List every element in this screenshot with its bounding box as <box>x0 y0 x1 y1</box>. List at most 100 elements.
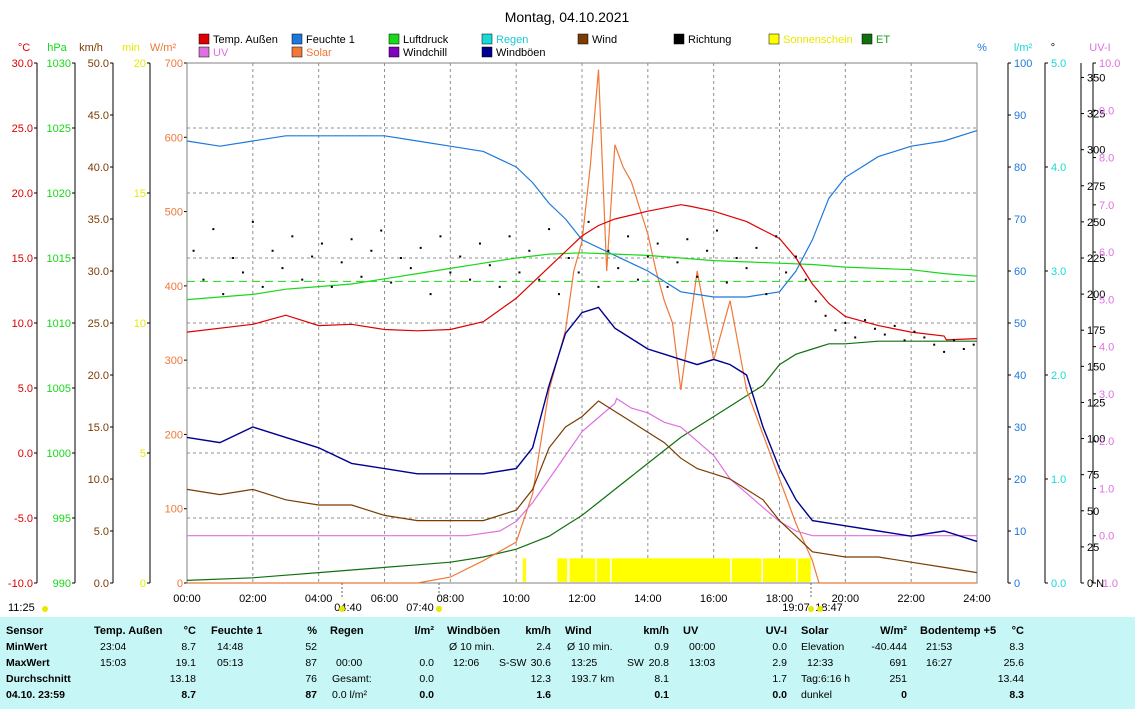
direction-point <box>222 293 225 296</box>
y-tick-label: 4.0 <box>1099 342 1114 354</box>
stats-feuchte-min-time: 14:48 <box>217 641 244 653</box>
stats-label-max: MaxWert <box>6 657 50 669</box>
stats-solar-state: dunkel <box>801 689 832 701</box>
stats-regen-column: Regen l/m² 00:00 0.0 Gesamt: 0.0 0.0 l/m… <box>326 617 438 709</box>
legend-swatch <box>291 46 303 58</box>
y-tick-label: 35.0 <box>88 214 109 226</box>
sunshine-block <box>797 558 811 582</box>
y-tick-label: 2.0 <box>1051 370 1066 382</box>
stats-wind-unit: km/h <box>643 625 669 637</box>
direction-point <box>715 229 718 232</box>
y-tick-label: 0.0 <box>94 578 109 590</box>
direction-point <box>567 257 570 259</box>
legend-label: UV <box>213 47 229 59</box>
y-tick-label: 350 <box>1087 72 1105 84</box>
direction-point <box>587 220 590 223</box>
stats-regen-day: 0.0 l/m² <box>332 689 368 701</box>
y-tick-label: 20 <box>1014 474 1026 486</box>
chart-grid <box>186 62 978 584</box>
stats-solar-max: 691 <box>889 657 907 669</box>
y-tick-label: -10.0 <box>8 578 33 590</box>
y-tick-label: 5.0 <box>18 383 33 395</box>
y-tick-label: 25.0 <box>12 123 33 135</box>
direction-point <box>666 285 669 288</box>
direction-point <box>330 285 333 288</box>
x-tick-label: 20:00 <box>832 593 860 605</box>
direction-point <box>696 275 699 278</box>
chart-axes: 00:00 02:00 04:00 06:00 08:00 10:00 12:00 14:00… <box>8 42 1121 605</box>
direction-point <box>686 238 689 241</box>
series-line-windb-en <box>186 306 978 543</box>
stats-boden-column: Bodentemp +5 °C 21:53 8.3 16:27 25.6 13.… <box>916 617 1028 709</box>
y-tick-label: 325 <box>1087 109 1105 121</box>
legend-swatch <box>577 33 589 45</box>
legend-swatch <box>768 33 780 45</box>
sunshine-block <box>522 558 527 582</box>
legend-swatch <box>481 33 493 45</box>
y-tick-label: 70 <box>1014 214 1026 226</box>
legend-label: Windböen <box>496 47 546 59</box>
y-tick-label: 600 <box>165 132 183 144</box>
series-line-uv <box>187 397 977 537</box>
stats-wind-avg10: 0.9 <box>654 641 669 653</box>
y-tick-label: 50.0 <box>88 58 109 70</box>
sunshine-block <box>611 558 731 582</box>
stats-regen-total-label: Gesamt: <box>332 673 372 685</box>
stats-boeen-avg: 12.3 <box>530 673 551 685</box>
stats-regen-current: 0.0 <box>419 689 434 701</box>
x-tick-label: 04:00 <box>305 593 333 605</box>
stats-sensor-header: Sensor <box>6 625 44 637</box>
direction-point <box>864 319 867 322</box>
y-tick-label: 5.0 <box>94 526 109 538</box>
stats-solar-elevation-label: Elevation <box>801 641 845 653</box>
direction-point <box>607 249 610 252</box>
y-tick-label: 30 <box>1014 422 1026 434</box>
y-tick-label: 25.0 <box>88 318 109 330</box>
direction-point <box>824 314 827 317</box>
y-tick-label: 10.0 <box>88 474 109 486</box>
legend-label: ET <box>876 34 890 46</box>
stats-wind-current: 0.1 <box>654 689 669 701</box>
stats-uv-header: UV <box>683 625 699 637</box>
direction-point <box>360 275 363 278</box>
stats-uv-min: 0.0 <box>772 641 787 653</box>
direction-point <box>962 348 965 350</box>
x-tick-label: 16:00 <box>700 593 728 605</box>
direction-point <box>251 220 254 223</box>
stats-feuchte-unit: % <box>307 625 317 637</box>
direction-point <box>844 322 847 324</box>
stats-boden-unit: °C <box>1011 625 1024 637</box>
direction-point <box>261 285 264 288</box>
legend-label: Temp. Außen <box>213 34 278 46</box>
y-tick-label: 0.0 <box>1051 578 1066 590</box>
x-tick-label: 22:00 <box>897 593 925 605</box>
y-tick-label: 1020 <box>47 188 71 200</box>
stats-boden-max: 25.6 <box>1003 657 1024 669</box>
legend-swatch <box>481 46 493 58</box>
legend-swatch <box>861 33 873 45</box>
direction-point <box>923 336 926 339</box>
x-tick-label: 08:00 <box>437 593 465 605</box>
direction-point <box>409 267 412 270</box>
y-tick-label: 200 <box>1087 289 1105 301</box>
legend-swatch <box>388 46 400 58</box>
sun-icon <box>808 606 814 612</box>
y-tick-label: 8.0 <box>1099 153 1114 165</box>
y-axis-unit: min <box>122 42 140 54</box>
y-tick-label: 10 <box>134 318 146 330</box>
y-axis-unit: °C <box>18 42 30 54</box>
direction-point <box>528 249 531 252</box>
y-tick-label: 6.0 <box>1099 247 1114 259</box>
y-tick-label: 20 <box>134 58 146 70</box>
sun-icon <box>42 606 48 612</box>
y-tick-label: 2.0 <box>1099 436 1114 448</box>
direction-point <box>933 343 936 346</box>
y-tick-label: 225 <box>1087 253 1105 265</box>
y-tick-label: 1025 <box>47 123 71 135</box>
stats-regen-max: 0.0 <box>419 657 434 669</box>
sun-icon <box>817 606 823 612</box>
direction-point <box>627 235 630 238</box>
stats-boeen-avg10: 2.4 <box>536 641 551 653</box>
y-tick-label: 50 <box>1014 318 1026 330</box>
y-tick-label: 100 <box>1014 58 1032 70</box>
